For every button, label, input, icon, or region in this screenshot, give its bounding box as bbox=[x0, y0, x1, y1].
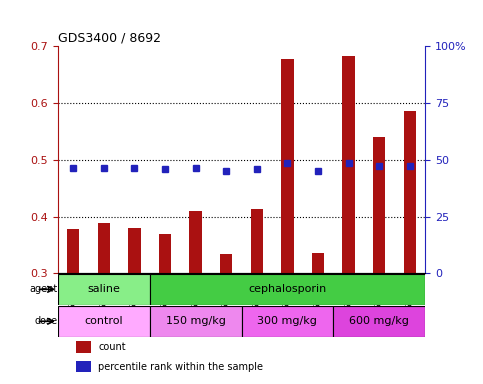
Bar bbox=[76, 341, 91, 353]
Bar bbox=[159, 233, 171, 273]
Bar bbox=[128, 228, 141, 273]
Text: 600 mg/kg: 600 mg/kg bbox=[349, 316, 409, 326]
FancyBboxPatch shape bbox=[150, 274, 425, 305]
FancyBboxPatch shape bbox=[333, 306, 425, 337]
Text: count: count bbox=[99, 342, 126, 352]
Text: 300 mg/kg: 300 mg/kg bbox=[257, 316, 317, 326]
Text: 150 mg/kg: 150 mg/kg bbox=[166, 316, 226, 326]
Text: control: control bbox=[85, 316, 123, 326]
Bar bbox=[373, 137, 385, 273]
Bar bbox=[189, 211, 202, 273]
Bar bbox=[220, 254, 232, 273]
Bar bbox=[404, 111, 416, 273]
Text: saline: saline bbox=[87, 284, 120, 294]
Bar bbox=[98, 223, 110, 273]
Bar bbox=[281, 59, 294, 273]
FancyBboxPatch shape bbox=[242, 306, 333, 337]
FancyBboxPatch shape bbox=[58, 306, 150, 337]
FancyBboxPatch shape bbox=[150, 306, 242, 337]
Bar bbox=[67, 229, 79, 273]
Bar bbox=[342, 56, 355, 273]
Bar bbox=[312, 253, 324, 273]
Text: GDS3400 / 8692: GDS3400 / 8692 bbox=[58, 32, 161, 45]
Bar bbox=[251, 209, 263, 273]
Bar bbox=[76, 361, 91, 372]
Text: percentile rank within the sample: percentile rank within the sample bbox=[99, 362, 263, 372]
Text: cephalosporin: cephalosporin bbox=[248, 284, 327, 294]
FancyBboxPatch shape bbox=[58, 274, 150, 305]
Text: dose: dose bbox=[35, 316, 58, 326]
Text: agent: agent bbox=[30, 284, 58, 294]
